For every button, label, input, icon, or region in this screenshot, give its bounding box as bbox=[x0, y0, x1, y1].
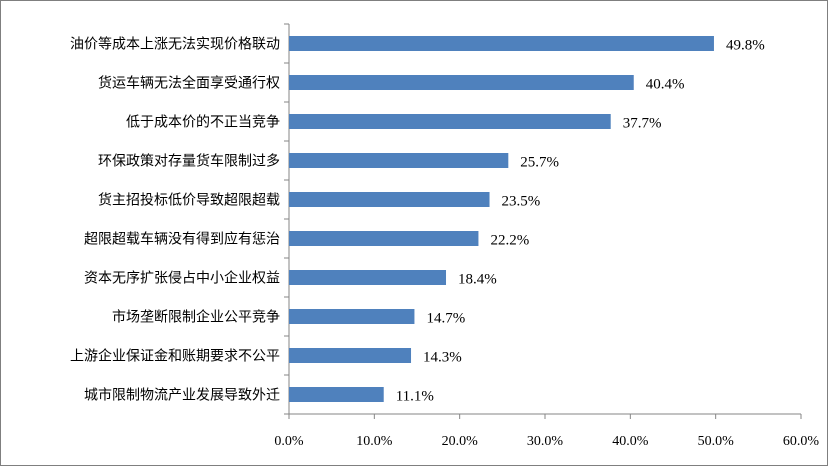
category-label: 货主招投标低价导致超限超载 bbox=[98, 192, 280, 209]
category-label: 城市限制物流产业发展导致外迁 bbox=[84, 387, 280, 404]
bar bbox=[289, 231, 479, 246]
category-label: 资本无序扩张侵占中小企业权益 bbox=[84, 270, 280, 287]
category-label: 超限超载车辆没有得到应有惩治 bbox=[84, 231, 280, 248]
data-label: 18.4% bbox=[458, 272, 497, 288]
category-label: 货运车辆无法全面享受通行权 bbox=[98, 75, 280, 92]
data-label: 23.5% bbox=[502, 194, 541, 210]
data-label: 14.3% bbox=[423, 350, 462, 366]
x-tick-label: 20.0% bbox=[442, 434, 479, 449]
category-label: 市场垄断限制企业公平竞争 bbox=[112, 309, 280, 326]
bar bbox=[289, 114, 611, 129]
data-label: 40.4% bbox=[646, 77, 685, 93]
data-label: 37.7% bbox=[623, 116, 662, 132]
x-tick-label: 30.0% bbox=[527, 434, 564, 449]
bar bbox=[289, 75, 634, 90]
x-tick-label: 50.0% bbox=[698, 434, 735, 449]
category-label: 油价等成本上涨无法实现价格联动 bbox=[70, 36, 280, 53]
bar bbox=[289, 153, 509, 168]
data-label: 25.7% bbox=[520, 155, 559, 171]
bar bbox=[289, 36, 714, 51]
category-label: 环保政策对存量货车限制过多 bbox=[98, 153, 280, 170]
bar bbox=[289, 348, 412, 363]
x-tick-label: 60.0% bbox=[783, 434, 820, 449]
bar bbox=[289, 270, 447, 285]
x-tick-label: 10.0% bbox=[356, 434, 393, 449]
bar bbox=[289, 192, 490, 207]
category-label: 上游企业保证金和账期要求不公平 bbox=[70, 348, 280, 365]
data-label: 11.1% bbox=[396, 389, 434, 405]
data-label: 14.7% bbox=[426, 311, 465, 327]
data-label: 22.2% bbox=[490, 233, 529, 249]
x-tick-label: 0.0% bbox=[274, 434, 304, 449]
category-label: 低于成本价的不正当竞争 bbox=[126, 114, 280, 131]
bar bbox=[289, 309, 415, 324]
x-tick-label: 40.0% bbox=[612, 434, 649, 449]
bar bbox=[289, 387, 384, 402]
data-label: 49.8% bbox=[726, 38, 765, 54]
